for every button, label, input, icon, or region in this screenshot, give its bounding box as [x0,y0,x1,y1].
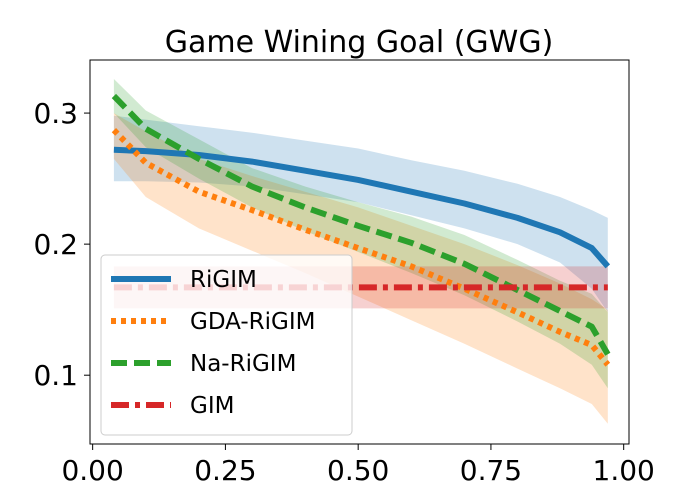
series-line-2 [111,93,611,356]
legend: RiGIM GDA-RiGIM Na-RiGIM GIM [100,254,353,436]
ticks: 0.00 0.25 0.50 0.75 1.00 0.1 0.2 0.3 [33,97,654,487]
legend-label-1: GDA-RiGIM [190,309,315,335]
legend-label-3: GIM [190,393,234,419]
legend-box [100,254,353,436]
series-line-1 [111,128,611,367]
x-tick-label: 0.75 [460,454,522,487]
series-band-1 [113,113,608,424]
y-tick-label: 0.3 [33,97,78,130]
y-tick-label: 0.2 [33,228,78,261]
x-tick-label: 0.00 [61,454,123,487]
series-band-2 [113,79,608,389]
chart-title: Game Wining Goal (GWG) [165,25,554,60]
axes [89,59,630,445]
x-tick-label: 0.50 [327,454,389,487]
legend-label-0: RiGIM [190,267,257,293]
series-band-0 [113,115,608,313]
x-tick-label: 0.25 [194,454,256,487]
legend-label-2: Na-RiGIM [190,351,296,377]
x-tick-label: 1.00 [593,454,655,487]
plot-frame [89,59,630,445]
y-tick-label: 0.1 [33,359,78,392]
